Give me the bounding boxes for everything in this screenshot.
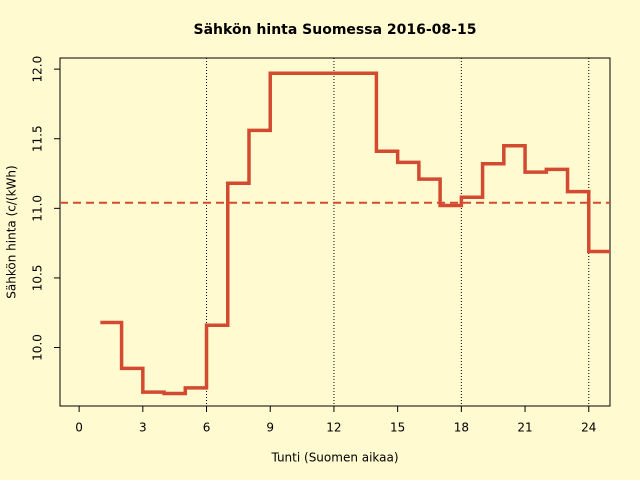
x-tick-label: 12 [326, 421, 341, 435]
x-tick-label: 15 [390, 421, 405, 435]
x-tick-label: 21 [517, 421, 532, 435]
x-tick-label: 24 [581, 421, 596, 435]
y-axis-label: Sähkön hinta (c/(kWh) [5, 165, 19, 298]
x-tick-label: 18 [454, 421, 469, 435]
y-tick-label: 12.0 [31, 56, 45, 83]
x-tick-label: 0 [75, 421, 83, 435]
y-tick-label: 11.5 [31, 125, 45, 152]
y-tick-label: 11.0 [31, 195, 45, 222]
x-tick-label: 9 [266, 421, 274, 435]
x-axis-label: Tunti (Suomen aikaa) [270, 451, 398, 465]
chart-title: Sähkön hinta Suomessa 2016-08-15 [194, 22, 477, 38]
x-tick-label: 6 [203, 421, 211, 435]
y-tick-label: 10.0 [31, 334, 45, 361]
plot-frame [59, 57, 611, 407]
y-tick-label: 10.5 [31, 265, 45, 292]
step-line [100, 71, 610, 396]
x-tick-label: 3 [139, 421, 147, 435]
